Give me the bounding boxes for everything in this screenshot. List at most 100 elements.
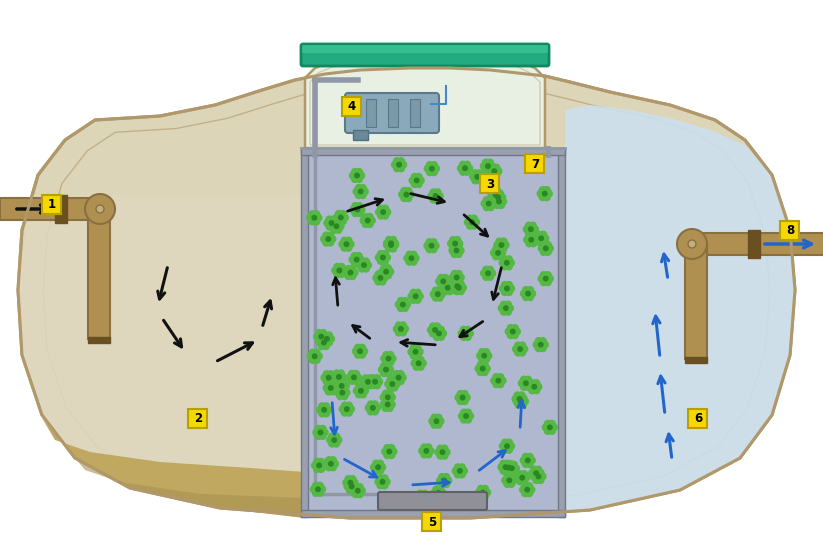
Circle shape [313,482,319,489]
Bar [301,148,565,155]
Circle shape [329,388,337,395]
Circle shape [455,270,463,277]
Circle shape [481,200,488,207]
Circle shape [415,178,419,183]
Circle shape [522,490,528,497]
Circle shape [435,421,442,428]
Circle shape [377,482,384,489]
FancyBboxPatch shape [342,97,361,115]
Circle shape [416,361,421,365]
Circle shape [370,464,377,470]
Circle shape [446,281,453,288]
Circle shape [437,477,444,484]
Circle shape [386,236,393,243]
Circle shape [483,349,490,355]
Circle shape [504,468,510,475]
Circle shape [529,237,533,242]
Circle shape [508,443,514,449]
Circle shape [507,332,514,338]
Circle shape [525,230,532,236]
Circle shape [416,348,423,355]
Circle shape [442,281,449,288]
Circle shape [504,465,508,469]
Circle shape [532,236,539,243]
Circle shape [526,490,532,497]
Circle shape [545,248,551,256]
Circle shape [375,278,382,285]
Circle shape [321,236,328,242]
Circle shape [421,490,428,497]
Circle shape [446,288,453,295]
Circle shape [399,374,406,381]
Circle shape [531,474,537,480]
Circle shape [437,486,444,492]
Circle shape [467,330,473,337]
Circle shape [362,382,370,389]
Circle shape [328,371,334,378]
Circle shape [330,216,337,223]
Circle shape [340,390,345,395]
Circle shape [459,168,467,175]
Circle shape [508,474,514,480]
Circle shape [328,386,333,390]
Circle shape [532,385,537,389]
Circle shape [351,269,358,276]
FancyBboxPatch shape [188,408,207,427]
FancyBboxPatch shape [301,44,549,66]
Circle shape [489,163,495,169]
Circle shape [349,483,356,490]
Circle shape [410,296,417,303]
FancyBboxPatch shape [481,173,500,193]
Circle shape [340,210,346,217]
Circle shape [452,286,458,293]
Circle shape [360,384,366,391]
Circle shape [353,188,360,195]
Circle shape [362,388,369,394]
Circle shape [541,248,547,256]
Circle shape [431,330,438,337]
Circle shape [463,168,471,175]
Circle shape [386,405,393,411]
Circle shape [549,421,556,427]
Circle shape [339,241,346,247]
Circle shape [482,267,490,273]
Circle shape [371,401,379,408]
Circle shape [322,341,326,345]
Circle shape [333,440,340,447]
Circle shape [496,192,503,198]
Circle shape [381,255,385,259]
Circle shape [366,221,373,227]
Circle shape [529,230,537,236]
Circle shape [342,214,348,221]
Circle shape [497,199,501,204]
Circle shape [531,473,537,480]
Circle shape [346,487,353,493]
Circle shape [413,364,420,370]
Circle shape [382,258,388,264]
Circle shape [504,444,509,448]
Circle shape [351,168,358,176]
Circle shape [487,204,494,211]
Circle shape [362,221,369,227]
Circle shape [356,208,360,212]
Circle shape [432,294,439,301]
Circle shape [458,283,465,290]
Circle shape [410,289,417,296]
Circle shape [438,326,444,333]
Circle shape [386,238,393,245]
Circle shape [381,265,388,272]
Circle shape [368,378,374,385]
Circle shape [387,397,393,404]
Circle shape [390,243,397,251]
Circle shape [351,479,358,486]
Circle shape [501,289,509,295]
Circle shape [387,384,393,391]
Circle shape [381,210,385,214]
Circle shape [342,383,349,389]
Circle shape [499,194,505,201]
Circle shape [464,219,472,225]
Circle shape [526,482,532,490]
Circle shape [383,390,389,397]
Circle shape [323,232,329,239]
Circle shape [330,464,337,471]
